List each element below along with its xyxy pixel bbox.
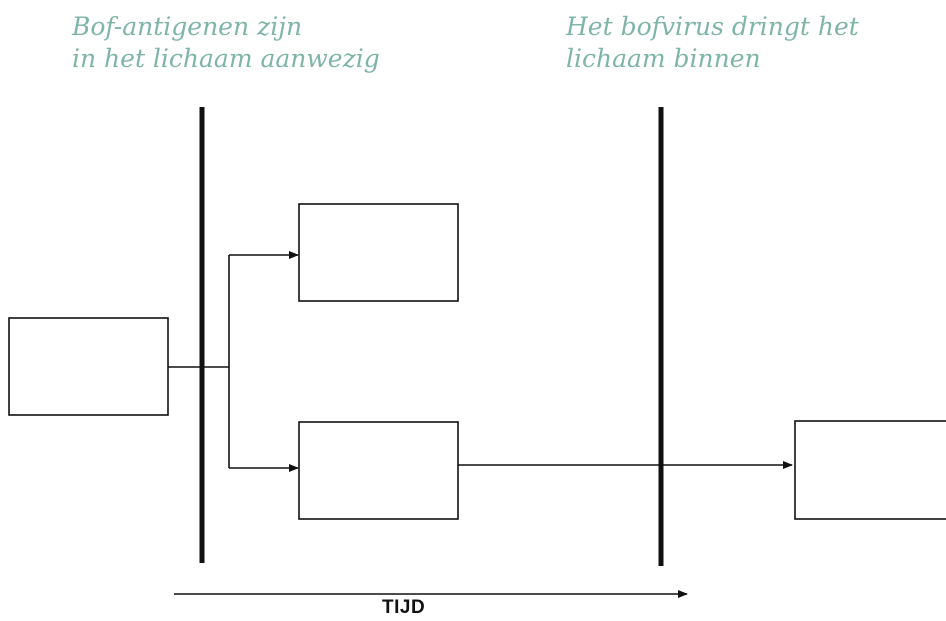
- box-lower: [299, 422, 458, 519]
- time-axis-label: TIJD: [382, 597, 425, 619]
- box-start: [9, 318, 168, 415]
- box-end: [795, 421, 946, 519]
- box-upper: [299, 204, 458, 301]
